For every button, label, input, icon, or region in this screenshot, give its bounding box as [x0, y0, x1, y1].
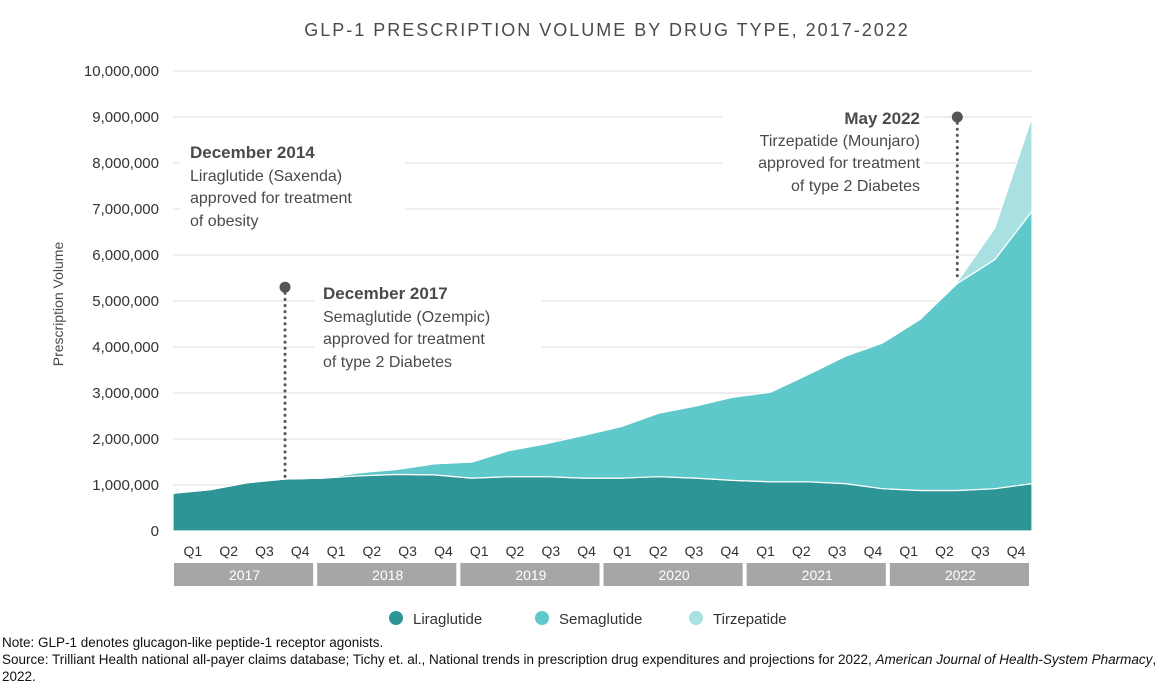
legend: Liraglutide Semaglutide Tirzepatide: [389, 611, 787, 628]
annotation-heading: May 2022: [844, 109, 920, 128]
x-tick-label: Q3: [541, 543, 560, 559]
areas: [172, 116, 1033, 532]
year-band: [603, 563, 743, 586]
y-axis-label: Prescription Volume: [50, 242, 66, 367]
x-axis: Q1 Q2 Q3 Q4 2017 Q1 Q2 Q3 Q4 2018 Q1 Q2 Q3 Q4 2019 Q1 Q2…: [174, 543, 1029, 586]
x-tick-label: Q3: [255, 543, 274, 559]
annotation-december-2017: December 2017 Semaglutide (Ozempic) appr…: [314, 278, 542, 374]
year-band: [889, 563, 1029, 586]
legend-label-liraglutide: Liraglutide: [413, 611, 482, 628]
x-tick-label: Q4: [864, 543, 883, 559]
y-axis: 0 1,000,000 2,000,000 3,000,000 4,000,000 5,0…: [84, 63, 159, 540]
y-tick-label: 7,000,000: [92, 201, 159, 218]
x-tick-label: Q2: [935, 543, 954, 559]
y-tick-label: 3,000,000: [92, 385, 159, 402]
x-tick-label: Q1: [613, 543, 632, 559]
y-tick-label: 10,000,000: [84, 63, 159, 80]
x-tick-label: Q2: [506, 543, 525, 559]
y-tick-label: 9,000,000: [92, 109, 159, 126]
x-tick-label: Q2: [219, 543, 238, 559]
x-tick-label: Q3: [398, 543, 417, 559]
area-tirzepatide: [172, 116, 1033, 494]
year-band: [174, 563, 314, 586]
footnotes: Note: GLP-1 denotes glucagon-like peptid…: [2, 634, 1160, 685]
x-tick-label: Q2: [792, 543, 811, 559]
annotation-line: approved for treatment: [758, 155, 920, 172]
source-year: , 2022.: [2, 652, 1157, 684]
annotation-heading: December 2017: [323, 284, 448, 303]
year-label: 2020: [659, 567, 690, 583]
x-tick-label: Q4: [720, 543, 739, 559]
x-tick-label: Q1: [327, 543, 346, 559]
chart: GLP-1 PRESCRIPTION VOLUME BY DRUG TYPE, …: [50, 20, 1033, 628]
legend-swatch-semaglutide: [535, 611, 549, 625]
year-band: [460, 563, 600, 586]
y-tick-label: 8,000,000: [92, 155, 159, 172]
year-label: 2021: [802, 567, 833, 583]
source-main: Source: Trilliant Health national all-pa…: [2, 652, 872, 667]
annotation-december-2014: December 2014 Liraglutide (Saxenda) appr…: [180, 136, 405, 236]
annotation-line: approved for treatment: [323, 331, 485, 348]
x-tick-label: Q1: [899, 543, 918, 559]
x-tick-label: Q2: [363, 543, 382, 559]
year-band: [746, 563, 886, 586]
year-label: 2018: [372, 567, 403, 583]
y-tick-label: 4,000,000: [92, 339, 159, 356]
annotation-may-2022: May 2022 Tirzepatide (Mounjaro) approved…: [722, 104, 924, 200]
x-tick-label: Q3: [685, 543, 704, 559]
year-label: 2017: [229, 567, 260, 583]
x-tick-label: Q1: [756, 543, 775, 559]
x-tick-label: Q4: [291, 543, 310, 559]
year-band: [317, 563, 457, 586]
y-tick-label: 6,000,000: [92, 247, 159, 264]
markers: [279, 111, 963, 481]
y-tick-label: 2,000,000: [92, 431, 159, 448]
x-tick-label: Q3: [971, 543, 990, 559]
x-tick-label: Q4: [434, 543, 453, 559]
legend-label-semaglutide: Semaglutide: [559, 611, 642, 628]
chart-title: GLP-1 PRESCRIPTION VOLUME BY DRUG TYPE, …: [304, 20, 910, 40]
y-tick-label: 1,000,000: [92, 477, 159, 494]
area-semaglutide: [172, 210, 1033, 494]
annotation-marker: [951, 111, 963, 123]
annotation-line: of type 2 Diabetes: [791, 178, 920, 195]
legend-swatch-tirzepatide: [689, 611, 703, 625]
x-tick-label: Q3: [828, 543, 847, 559]
annotation-line: Semaglutide (Ozempic): [323, 309, 490, 326]
annotation-line: of type 2 Diabetes: [323, 354, 452, 371]
x-tick-label: Q1: [470, 543, 489, 559]
x-tick-label: Q2: [649, 543, 668, 559]
annotation-line: approved for treatment: [190, 190, 352, 207]
annotation-marker: [279, 281, 291, 293]
annotation-line: Liraglutide (Saxenda): [190, 168, 342, 185]
year-label: 2022: [945, 567, 976, 583]
annotation-line: Tirzepatide (Mounjaro): [760, 133, 920, 150]
legend-swatch-liraglutide: [389, 611, 403, 625]
x-tick-label: Q4: [1007, 543, 1026, 559]
y-tick-label: 5,000,000: [92, 293, 159, 310]
legend-label-tirzepatide: Tirzepatide: [713, 611, 787, 628]
annotation-line: of obesity: [190, 213, 258, 230]
source-journal: American Journal of Health-System Pharma…: [875, 652, 1153, 667]
note-text: Note: GLP-1 denotes glucagon-like peptid…: [2, 635, 384, 650]
x-tick-label: Q4: [577, 543, 596, 559]
annotation-heading: December 2014: [190, 143, 315, 162]
year-label: 2019: [515, 567, 546, 583]
y-tick-label: 0: [151, 523, 159, 540]
x-tick-label: Q1: [184, 543, 203, 559]
source-text: Source: Trilliant Health national all-pa…: [2, 651, 1160, 685]
